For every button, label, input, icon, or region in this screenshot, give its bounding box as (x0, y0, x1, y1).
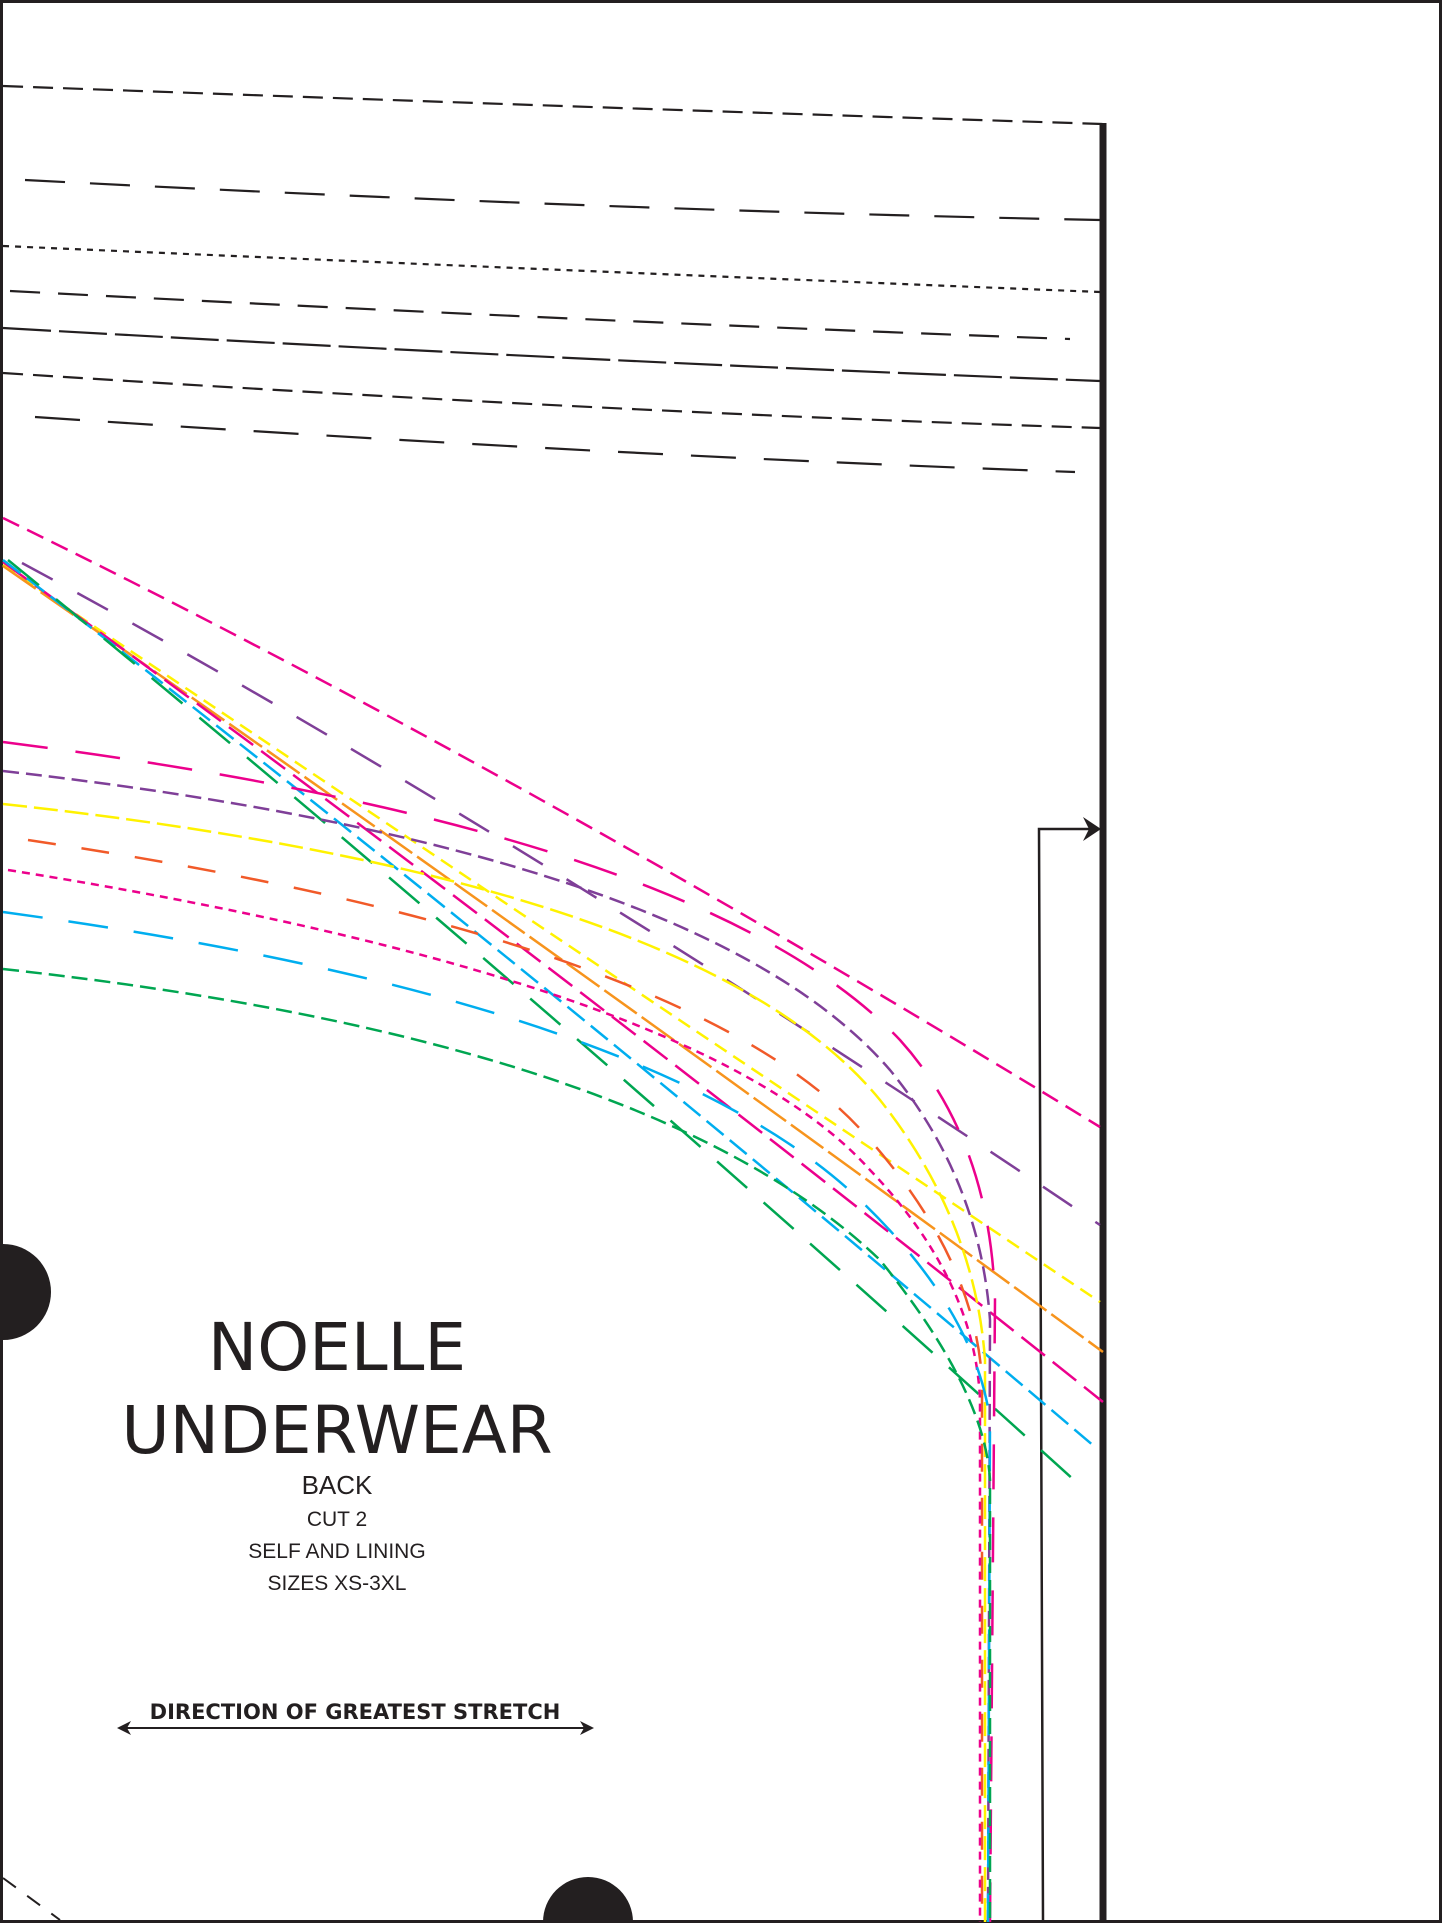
pattern-title-line1: NOELLE (208, 1309, 466, 1386)
leg-curve-orange (27, 838, 984, 1922)
stretch-direction-arrow (117, 1721, 594, 1735)
leg-curve-magenta (2, 740, 997, 1923)
size-lines (2, 516, 1104, 1923)
size-line-yellow-diag (2, 563, 1101, 1304)
corner-line (2, 1877, 61, 1921)
waist-line-3 (2, 244, 1101, 294)
size-line-magenta-top (2, 516, 1101, 1129)
size-line-purple-top (21, 561, 1101, 1227)
size-line-magenta-diag (2, 560, 1104, 1403)
size-line-cyan-diag (2, 559, 1096, 1448)
leg-curve-pink-fine (7, 868, 982, 1922)
place-on-fold-arrow (1037, 817, 1101, 1923)
leg-curve-purple (2, 769, 992, 1923)
waist-line-7 (34, 415, 1076, 474)
waist-line-6 (2, 371, 1101, 430)
size-line-orange-diag (2, 564, 1104, 1354)
waist-line-2 (24, 178, 1101, 222)
piece-name: BACK (302, 1470, 373, 1500)
pattern-title-line2: UNDERWEAR (121, 1392, 552, 1469)
waist-line-5 (2, 326, 1101, 383)
waist-line-4 (9, 289, 1071, 341)
leg-curve-cyan (2, 910, 992, 1923)
waist-lines (2, 84, 1104, 474)
stretch-direction-label: DIRECTION OF GREATEST STRETCH (150, 1700, 561, 1724)
leg-curve-green (2, 967, 992, 1922)
leg-curve-yellow (2, 802, 987, 1922)
size-range: SIZES XS-3XL (268, 1572, 407, 1595)
notch-left (0, 1244, 51, 1340)
fabric-instruction: SELF AND LINING (248, 1540, 425, 1563)
notch-bottom (543, 1877, 633, 1923)
waist-line-1 (2, 84, 1104, 126)
cut-instruction: CUT 2 (307, 1508, 367, 1531)
size-line-green-diag (7, 559, 1086, 1491)
